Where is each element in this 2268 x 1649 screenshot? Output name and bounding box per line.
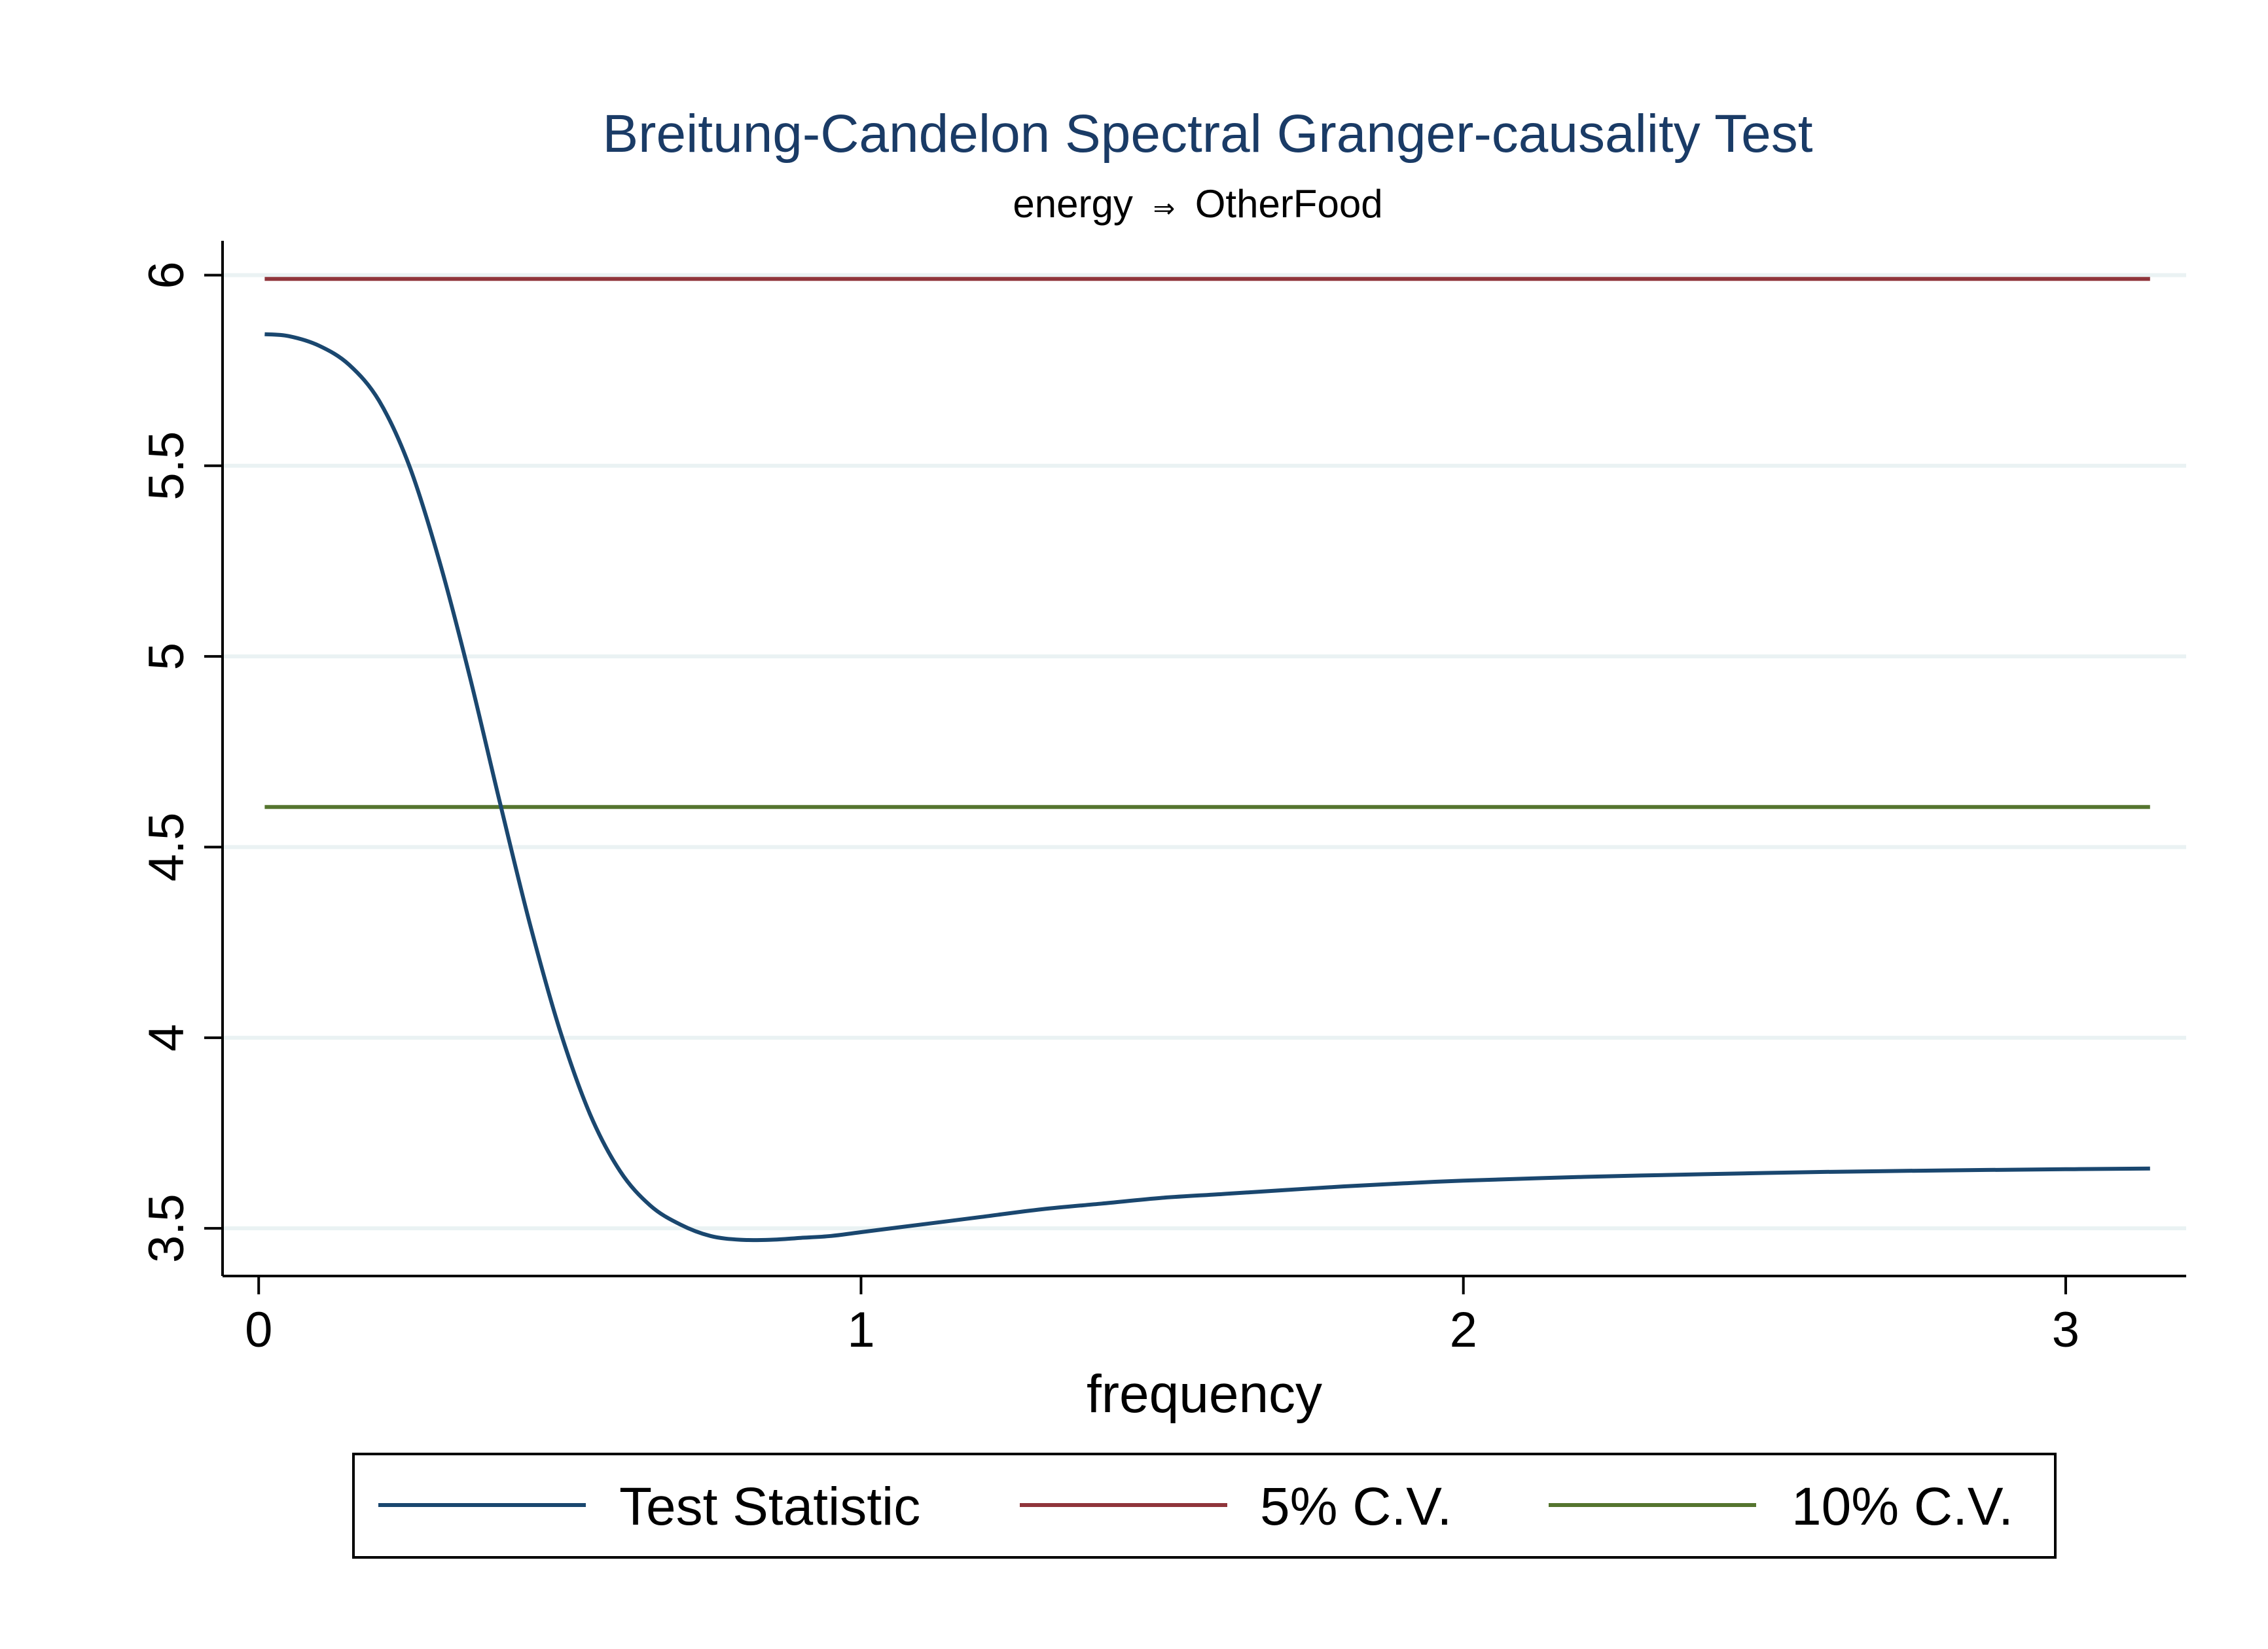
y-tick-label: 3.5 (139, 1194, 194, 1263)
legend-label-5pct-cv: 5% C.V. (1260, 1477, 1452, 1536)
subtitle-arrow: ⇒ (1153, 194, 1176, 223)
chart-title: Breitung-Candelon Spectral Granger-causa… (602, 104, 1812, 164)
series-line-test-statistic (264, 332, 2150, 1243)
plot-series (264, 277, 2150, 1243)
x-axis-title: frequency (1087, 1364, 1322, 1424)
axis-ticks: 3.5 4 4.5 5 5.5 6 0 1 2 3 (139, 261, 2079, 1358)
y-tick-label: 5 (139, 643, 194, 670)
y-tick-label: 6 (139, 261, 194, 289)
subtitle-from: energy (1013, 182, 1132, 226)
y-tick-label: 5.5 (139, 431, 194, 501)
x-tick-label: 0 (245, 1302, 272, 1358)
legend: Test Statistic 5% C.V. 10% C.V. (352, 1453, 2057, 1559)
y-tick-label: 4.5 (139, 813, 194, 882)
chart-subtitle: energy ⇒ OtherFood (1013, 182, 1382, 226)
legend-label-test-statistic: Test Statistic (619, 1477, 920, 1536)
y-tick-label: 4 (139, 1024, 194, 1052)
legend-label-10pct-cv: 10% C.V. (1791, 1477, 2013, 1536)
x-tick-label: 1 (847, 1302, 874, 1358)
grid-lines (223, 273, 2186, 1231)
subtitle-to: OtherFood (1195, 182, 1383, 226)
x-tick-label: 3 (2052, 1302, 2079, 1358)
x-tick-label: 2 (1450, 1302, 1477, 1358)
